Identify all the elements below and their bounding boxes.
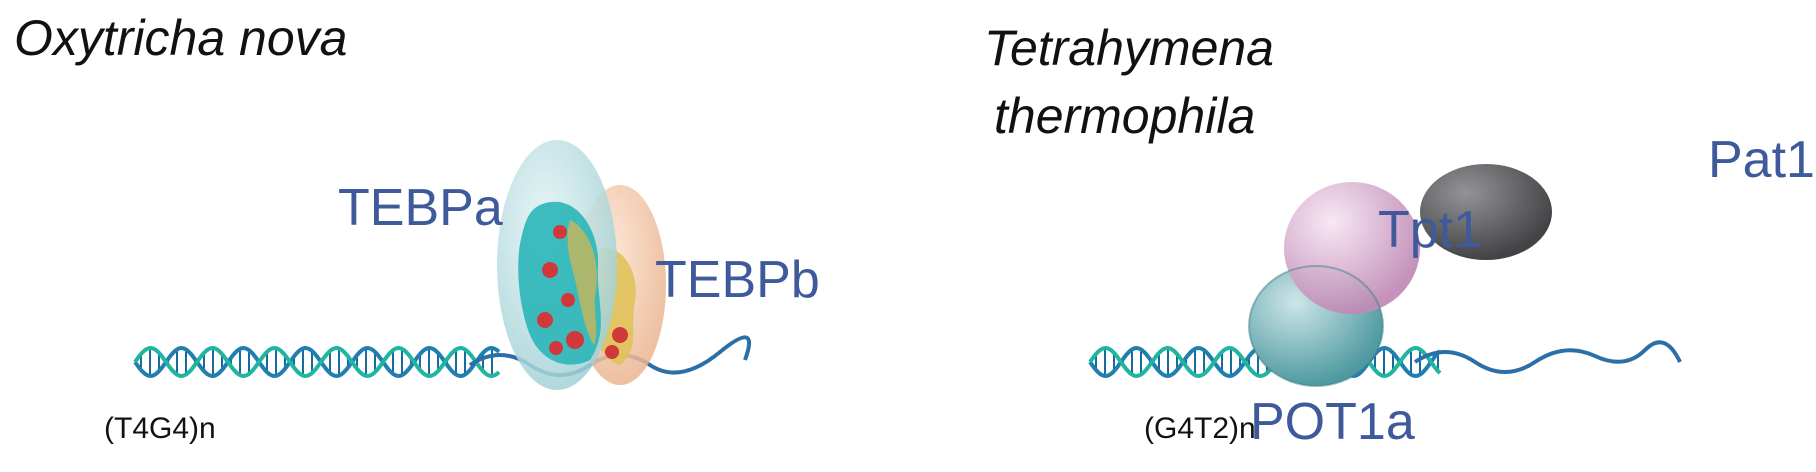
dna-strand-b [1088, 345, 1442, 379]
label-tpt1: Tpt1 [1378, 201, 1483, 259]
label-tebpb: TEBPb [655, 251, 820, 309]
dna-strand-a [133, 345, 501, 379]
label-pot1a: POT1a [1250, 393, 1415, 451]
tebpa-structure [518, 201, 601, 365]
organism-title-oxytricha: Oxytricha nova [14, 10, 348, 66]
organism-title-tetrahymena-line1: Tetrahymena [984, 20, 1274, 76]
ssdna-overhang-right [1413, 340, 1682, 374]
label-tebpa: TEBPa [338, 179, 503, 237]
tetrahymena-complex-diagram [1088, 164, 1682, 387]
oxytricha-complex-diagram [133, 140, 751, 390]
dna-strand-b [133, 345, 501, 379]
tetrahymena-panel: Tetrahymena thermophila [900, 0, 1816, 472]
pat1-subunit [1420, 164, 1552, 260]
sequence-label-right: (G4T2)n [1144, 412, 1256, 445]
tpt1-subunit [1284, 182, 1420, 314]
sequence-label-left: (T4G4)n [104, 412, 216, 445]
organism-title-tetrahymena-line2: thermophila [994, 88, 1256, 144]
oxytricha-panel: Oxytricha nova [0, 0, 900, 472]
label-pat1: Pat1 [1708, 131, 1815, 189]
dna-duplex-left [133, 345, 501, 379]
